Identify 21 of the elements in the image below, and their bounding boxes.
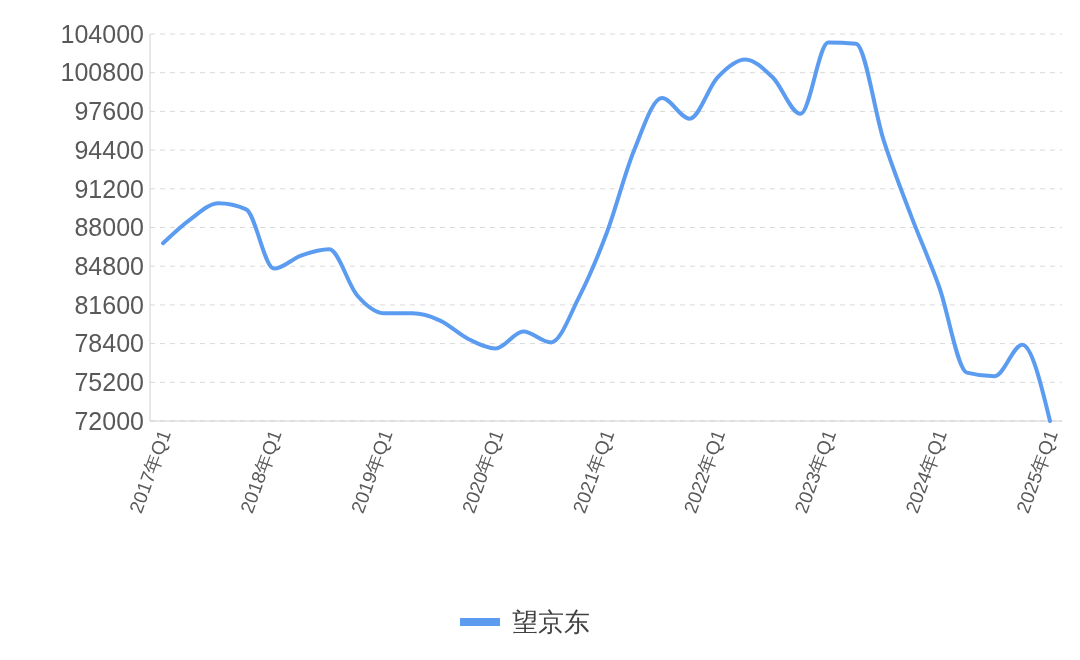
x-tick-label: 2022年Q1: [679, 427, 730, 516]
y-tick-label: 81600: [74, 290, 144, 319]
x-tick-label: 2023年Q1: [790, 427, 841, 516]
y-tick-label: 84800: [74, 251, 144, 280]
x-tick-label: 2021年Q1: [568, 427, 619, 516]
y-tick-label: 78400: [74, 329, 144, 358]
x-tick-label: 2025年Q1: [1012, 427, 1062, 516]
y-tick-label: 91200: [74, 174, 144, 203]
y-tick-label: 75200: [74, 368, 144, 397]
y-tick-label: 97600: [74, 97, 144, 126]
y-tick-label: 104000: [60, 19, 144, 48]
y-tick-label: 88000: [74, 213, 144, 242]
x-tick-label: 2024年Q1: [901, 427, 951, 516]
y-tick-label: 100800: [60, 58, 144, 87]
legend-label: 望京东: [512, 607, 590, 638]
x-tick-label: 2018年Q1: [236, 427, 286, 516]
y-tick-label: 72000: [74, 406, 144, 435]
x-tick-label: 2020年Q1: [458, 427, 508, 516]
line-series: [161, 40, 1052, 423]
y-tick-label: 94400: [74, 135, 144, 164]
x-tick-label: 2019年Q1: [347, 427, 397, 516]
